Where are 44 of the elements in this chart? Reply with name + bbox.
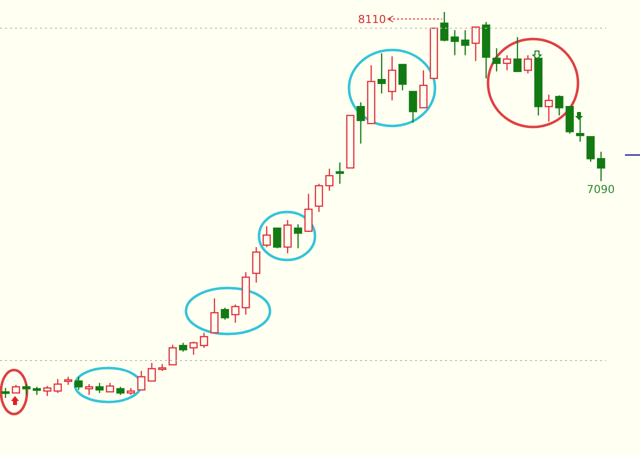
candlestick <box>54 378 62 394</box>
candlestick <box>524 54 532 74</box>
candlestick <box>388 56 396 101</box>
candlestick <box>596 151 606 182</box>
candlestick <box>168 344 177 366</box>
candlestick <box>461 30 470 56</box>
candlestick <box>262 226 271 248</box>
candlestick <box>492 48 501 72</box>
candlestick <box>95 382 104 394</box>
candlestick <box>252 246 260 284</box>
candlestick <box>84 384 94 396</box>
candlestick <box>137 370 146 390</box>
candlestick <box>304 193 313 233</box>
candlestick <box>336 162 344 184</box>
candlestick <box>22 384 30 396</box>
candlestick <box>356 102 365 144</box>
candlestick <box>440 12 448 42</box>
candlestick <box>231 304 240 324</box>
annotation: 7090 <box>586 183 615 196</box>
candlestick <box>314 183 324 213</box>
candlestick <box>555 94 564 116</box>
candlestick <box>419 70 428 108</box>
candlestick <box>513 36 522 72</box>
candlestick <box>273 228 282 249</box>
candlestick <box>325 168 334 192</box>
candlestick <box>200 332 208 348</box>
candlestick <box>544 94 553 122</box>
candlestick <box>220 307 230 320</box>
candlestick <box>378 52 386 94</box>
candlestick <box>284 219 292 254</box>
candlestick <box>210 298 219 334</box>
candlestick <box>450 30 459 56</box>
candlestick <box>74 376 83 390</box>
candlestick <box>148 362 156 382</box>
candlestick <box>398 64 407 91</box>
candlestick <box>43 385 52 397</box>
candlestick <box>586 136 595 162</box>
annotation: 8110 <box>358 13 386 26</box>
candlestick <box>472 26 480 62</box>
candlestick <box>1 387 10 398</box>
candlestick <box>294 224 302 249</box>
candlestick <box>502 54 512 71</box>
candlestick <box>408 90 418 124</box>
candlestick <box>189 341 198 356</box>
